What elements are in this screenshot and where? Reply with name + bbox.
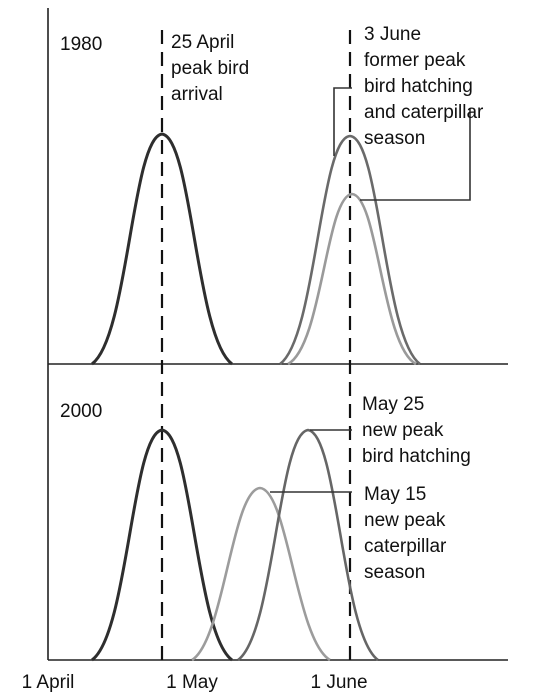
x-tick-label-april: 1 April xyxy=(22,672,75,693)
june-annotation-line-5: season xyxy=(364,128,425,149)
x-tick-label-may: 1 May xyxy=(166,672,218,693)
bird-arrival-curve-2000 xyxy=(91,428,233,662)
june-annotation-line-3: bird hatching xyxy=(364,76,473,97)
caterpillar-annotation-line-2: new peak xyxy=(364,510,446,531)
arrival-annotation-line-2: peak bird xyxy=(171,58,249,79)
panel-year-1980: 1980 xyxy=(60,34,102,55)
arrival-annotation-line-3: arrival xyxy=(171,84,223,105)
june-annotation-line-2: former peak xyxy=(364,50,466,71)
hatching-annotation-line-2: new peak xyxy=(362,420,444,441)
bird-hatching-curve-2000 xyxy=(237,428,379,662)
caterpillar-curve-1980 xyxy=(287,192,417,366)
caterpillar-annotation-line-4: season xyxy=(364,562,425,583)
june-annotation-line-4: and caterpillar xyxy=(364,102,484,123)
hatching-annotation-line-3: bird hatching xyxy=(362,446,471,467)
x-tick-label-june: 1 June xyxy=(310,672,367,693)
panel-year-2000: 2000 xyxy=(60,401,102,422)
bird-hatching-curve-1980 xyxy=(279,134,421,366)
caterpillar-leader-line-1980 xyxy=(360,108,471,201)
caterpillar-annotation-line-3: caterpillar xyxy=(364,536,447,557)
arrival-annotation-line-1: 25 April xyxy=(171,32,234,53)
hatching-annotation-line-1: May 25 xyxy=(362,394,424,415)
caterpillar-curve-2000 xyxy=(191,486,331,662)
bird-arrival-curve-1980 xyxy=(91,132,233,366)
june-annotation-line-1: 3 June xyxy=(364,24,421,45)
hatching-leader-line-1980 xyxy=(333,87,352,156)
caterpillar-annotation-line-1: May 15 xyxy=(364,484,426,505)
